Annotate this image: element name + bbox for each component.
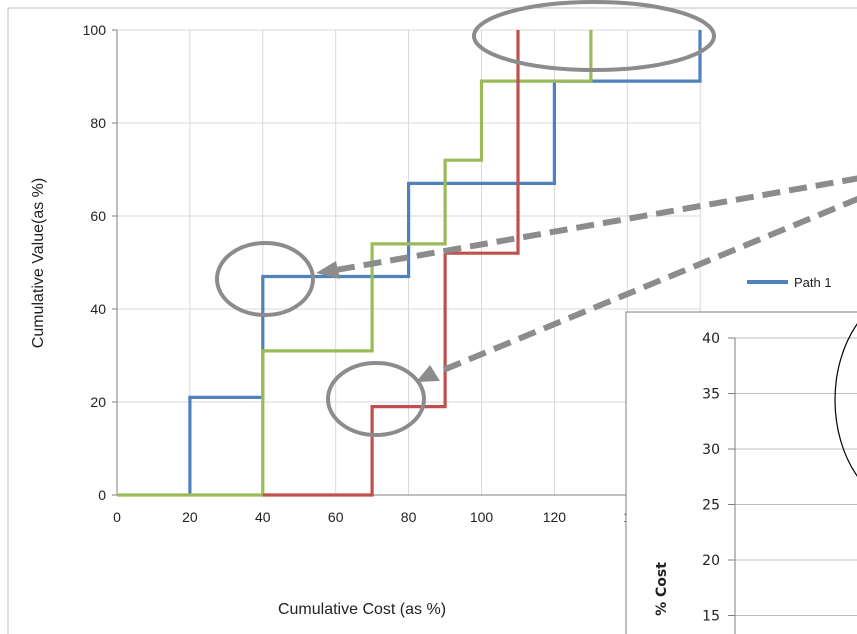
main-y-tick-labels: 0 20 40 60 80 100	[83, 22, 107, 503]
inset-y-tick-label: 40	[702, 331, 720, 347]
main-y-tick-label: 20	[90, 394, 106, 410]
arrowheads	[316, 261, 440, 382]
main-x-tick-label: 100	[470, 509, 494, 525]
series-line-series-2	[262, 30, 520, 497]
main-y-tick-label: 40	[90, 301, 106, 317]
annotation-ellipses	[215, 0, 716, 437]
y-axis-title: Cumulative Value(as %)	[30, 178, 47, 348]
inset-circle	[834, 323, 857, 477]
main-y-tick-label: 80	[90, 115, 106, 131]
main-series-lines	[117, 30, 702, 497]
inset-gridlines	[728, 337, 857, 616]
inset-frame	[625, 311, 857, 634]
inset-y-tick-label: 20	[702, 553, 720, 569]
legend-label-path-1: Path 1	[794, 275, 832, 290]
ellipse-top	[472, 0, 716, 72]
main-y-tick-label: 60	[90, 208, 106, 224]
inset-y-tick-label: 15	[702, 609, 720, 625]
main-y-tick-label: 100	[83, 22, 107, 38]
main-y-tick-label: 0	[98, 487, 106, 503]
main-x-tick-label: 120	[543, 509, 567, 525]
ellipse-red-step	[326, 361, 426, 437]
arrowhead-2	[416, 365, 440, 382]
series-line-path-1	[188, 30, 702, 495]
x-axis-title: Cumulative Cost (as %)	[278, 601, 446, 618]
main-x-tick-label: 0	[113, 509, 121, 525]
annotation-arrows	[335, 175, 857, 376]
inset-chart: 15 20 25 30 35 40 % Cost	[625, 311, 857, 634]
arrow-to-path1-ellipse	[335, 175, 857, 273]
inset-y-tick-label: 35	[702, 387, 720, 403]
arrow-to-red-ellipse	[434, 195, 857, 376]
main-x-tick-label: 60	[328, 509, 344, 525]
inset-y-tick-labels: 15 20 25 30 35 40	[702, 331, 720, 625]
inset-y-axis-title: % Cost	[654, 562, 670, 616]
main-x-tick-label: 80	[401, 509, 417, 525]
arrowhead-1	[316, 261, 340, 279]
main-x-tick-label: 40	[255, 509, 271, 525]
inset-y-tick-label: 30	[702, 442, 720, 458]
main-x-tick-label: 20	[182, 509, 198, 525]
inset-y-tick-label: 25	[702, 498, 720, 514]
ellipse-path1-step	[215, 241, 315, 317]
legend: Path 1	[747, 275, 832, 290]
